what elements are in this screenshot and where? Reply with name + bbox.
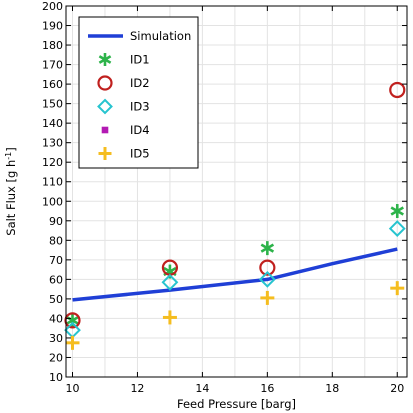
y-tick-label: 80 <box>49 234 63 247</box>
y-tick-label: 200 <box>42 0 63 13</box>
legend-id2-label: ID2 <box>130 76 150 90</box>
y-tick-label: 140 <box>42 117 63 130</box>
plot-frame <box>65 5 408 378</box>
y-axis-title-main: Salt Flux [g h <box>4 160 18 236</box>
y-tick-label: 100 <box>42 195 63 208</box>
series-id3-point <box>161 273 179 291</box>
y-tick-label: 130 <box>42 137 63 150</box>
legend-id3-label: ID3 <box>130 100 150 114</box>
series-id2-point <box>259 259 276 276</box>
y-tick-label: 180 <box>42 39 63 52</box>
x-tick-label: 18 <box>325 382 339 395</box>
legend-id1-label: ID1 <box>130 53 150 67</box>
x-tick-label: 14 <box>195 382 209 395</box>
legend-id1-swatch <box>98 53 112 66</box>
y-tick-label: 30 <box>49 332 63 345</box>
y-axis-title-suffix: ] <box>4 147 18 152</box>
x-tick-label: 20 <box>390 382 404 395</box>
legend-id5-swatch <box>98 147 112 160</box>
series-id5-point <box>260 290 275 305</box>
y-tick-label: 40 <box>49 312 63 325</box>
legend: Simulation ID1 ID2 ID3 ID4 ID5 <box>78 16 199 169</box>
y-tick-label: 90 <box>49 215 63 228</box>
series-id2-point <box>64 312 81 329</box>
series-simulation-line <box>72 247 398 302</box>
series-id1-point <box>260 241 275 256</box>
series-id3-point <box>388 220 406 238</box>
x-tick-label: 12 <box>130 382 144 395</box>
y-tick-label: 190 <box>42 20 63 33</box>
y-tick-label: 150 <box>42 98 63 111</box>
y-tick-label: 120 <box>42 156 63 169</box>
legend-id4-swatch <box>101 126 109 134</box>
y-tick-label: 70 <box>49 254 63 267</box>
y-tick-label: 20 <box>49 351 63 364</box>
series-id2-point <box>389 81 406 99</box>
legend-id2-swatch <box>97 75 113 91</box>
legend-id4-label: ID4 <box>130 123 150 137</box>
y-tick-label: 10 <box>49 371 63 384</box>
y-tick-label: 160 <box>42 78 63 91</box>
series-id5-point <box>65 335 80 350</box>
series-id1-point <box>390 204 404 219</box>
x-tick-label: 16 <box>260 382 274 395</box>
x-tick-label: 10 <box>65 382 79 395</box>
y-axis-title-superscript: -1 <box>4 152 13 160</box>
legend-id5-label: ID5 <box>130 147 150 161</box>
x-axis-title: Feed Pressure [barg] <box>177 397 296 411</box>
y-tick-label: 110 <box>42 176 63 189</box>
series-id5-point <box>162 310 177 325</box>
y-axis-title: Salt Flux [g h-1] <box>4 147 18 235</box>
legend-box <box>78 16 199 169</box>
y-tick-label: 170 <box>42 59 63 72</box>
legend-id3-swatch <box>97 98 113 115</box>
axis-ticks: 10 20 30 40 50 60 70 80 90 100 110 120 130 140 150 160 1… <box>42 0 407 395</box>
series-id5-point <box>390 281 405 296</box>
y-tick-label: 60 <box>49 273 63 286</box>
series-id3-point <box>258 270 276 288</box>
legend-simulation-label: Simulation <box>130 29 191 43</box>
y-tick-label: 50 <box>49 293 63 306</box>
